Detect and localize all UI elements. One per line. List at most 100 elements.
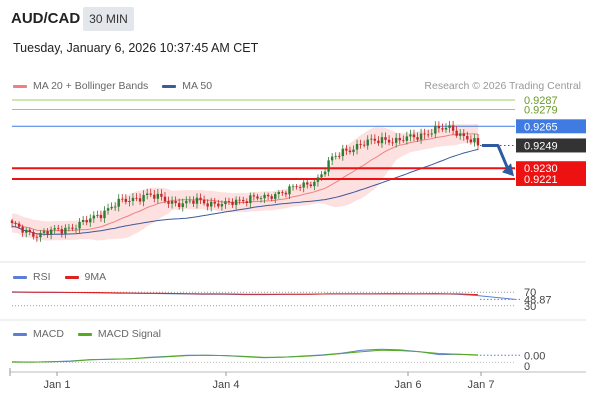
macd-panel: 00.00 <box>11 348 545 373</box>
candle-body <box>128 200 131 202</box>
candle-body <box>451 125 455 131</box>
candle-body <box>160 193 163 197</box>
candle-body <box>10 220 14 223</box>
candle-body <box>121 198 124 200</box>
candle-body <box>89 218 92 223</box>
candle-body <box>170 201 174 204</box>
support-label-box <box>516 161 586 176</box>
candle-body <box>110 206 113 209</box>
candle-body <box>419 133 423 140</box>
candle-body <box>17 223 21 227</box>
candle-body <box>288 186 291 195</box>
candle-body <box>85 219 88 223</box>
candle-body <box>380 137 384 144</box>
candle-body <box>444 127 448 130</box>
candle-body <box>227 201 231 202</box>
candle-body <box>67 227 71 229</box>
candle-body <box>32 232 35 237</box>
candle-body <box>153 194 156 199</box>
candle-body <box>46 231 49 235</box>
candle-body <box>448 125 451 128</box>
candle-body <box>210 201 213 207</box>
candle-body <box>430 133 433 135</box>
candle-body <box>103 210 106 219</box>
candle-body <box>437 125 441 129</box>
candle-body <box>373 138 377 141</box>
candle-body <box>60 229 64 234</box>
candle-body <box>409 134 412 137</box>
candle-body <box>185 200 188 204</box>
candle-body <box>74 228 78 230</box>
candle-body <box>462 133 465 137</box>
candle-body <box>330 156 334 161</box>
candle-body <box>231 201 234 206</box>
candle-body <box>423 133 426 135</box>
time-tick-label: Jan 4 <box>213 379 240 391</box>
rsi-tick-label: 30 <box>524 301 536 313</box>
candle-body <box>14 222 17 224</box>
candle-body <box>476 138 480 146</box>
candle-body <box>25 229 28 233</box>
rsi-legend: RSI 9MA <box>13 271 106 283</box>
candle-body <box>42 231 46 233</box>
rsi-last-value: 48.87 <box>524 294 552 306</box>
candle-body <box>188 200 192 202</box>
candle-body <box>177 203 181 208</box>
bollinger-band <box>12 123 478 241</box>
candle-body <box>124 198 128 202</box>
candle-body <box>306 182 309 185</box>
candle-body <box>309 184 313 187</box>
candle-body <box>459 133 462 136</box>
macd-signal-legend-swatch <box>77 332 92 336</box>
candle-body <box>238 199 241 201</box>
candle-body <box>71 227 74 229</box>
candle-body <box>341 148 345 157</box>
rsi-ma-legend-swatch <box>64 275 79 279</box>
time-tick-label: Jan 7 <box>468 379 495 391</box>
candle-body <box>167 201 170 204</box>
time-tick-label: Jan 1 <box>44 379 71 391</box>
macd-tick-label: 0 <box>524 361 530 373</box>
candle-body <box>266 194 270 197</box>
candle-body <box>434 125 437 134</box>
resistance-label: 0.9279 <box>524 105 558 117</box>
candle-body <box>199 197 202 200</box>
forecast-arrow-shaft <box>482 143 510 170</box>
ma20-legend-label: MA 20 + Bollinger Bands <box>33 80 149 92</box>
candle-body <box>202 199 206 204</box>
current-label: 0.9265 <box>524 121 558 133</box>
candle-body <box>174 201 177 204</box>
candle-body <box>334 155 337 157</box>
candle-body <box>398 137 401 141</box>
candle-body <box>338 155 341 157</box>
macd-legend-label: MACD <box>33 328 64 340</box>
candle-body <box>362 144 366 146</box>
forecast-arrow-head <box>502 163 514 177</box>
candle-body <box>242 199 245 202</box>
candle-body <box>181 203 184 208</box>
candle-body <box>99 214 103 219</box>
candle-body <box>370 138 373 140</box>
candle-body <box>298 187 302 188</box>
candle-body <box>220 204 224 207</box>
candle-body <box>426 134 430 136</box>
candle-body <box>195 197 199 204</box>
candle-body <box>249 195 252 204</box>
candle-body <box>327 160 330 172</box>
timeframe-button[interactable]: 30 MIN <box>83 7 134 31</box>
candle-body <box>359 143 362 145</box>
candle-body <box>245 201 248 204</box>
last-label: 0.9249 <box>524 140 558 152</box>
main-legend: MA 20 + Bollinger Bands MA 50 <box>13 80 212 92</box>
ma50-legend-swatch <box>162 84 177 88</box>
candle-body <box>320 174 323 178</box>
candle-body <box>391 142 394 144</box>
candle-body <box>366 139 369 146</box>
current-label-box <box>516 119 586 134</box>
candle-body <box>455 130 458 136</box>
candle-body <box>252 195 256 197</box>
support-label: 0.9221 <box>524 174 558 186</box>
candle-body <box>49 229 53 235</box>
ma20-legend-swatch <box>13 84 27 88</box>
